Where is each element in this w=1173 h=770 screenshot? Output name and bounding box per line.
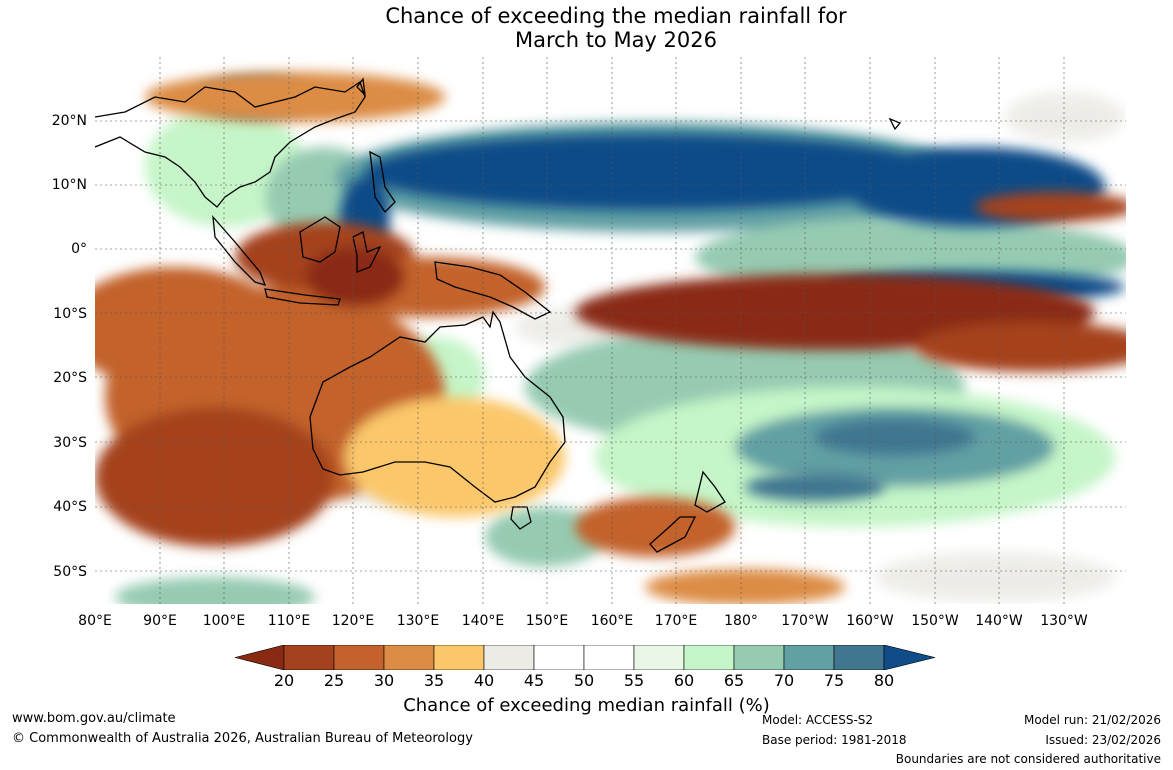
lon-label-150w: 150°W xyxy=(911,613,959,629)
website-link[interactable]: www.bom.gov.au/climate xyxy=(12,711,176,726)
legend-arrow-low xyxy=(234,645,285,670)
lon-label-170e: 170°E xyxy=(654,613,698,629)
legend-swatch-40-45 xyxy=(483,645,535,670)
legend-swatch-55-60 xyxy=(633,645,685,670)
legend-tick-20: 20 xyxy=(273,671,295,690)
lon-label-120e: 120°E xyxy=(331,613,375,629)
lon-label-80e: 80°E xyxy=(78,613,112,629)
legend-swatch-30-35 xyxy=(383,645,435,670)
legend-tick-70: 70 xyxy=(773,671,795,690)
lon-label-140w: 140°W xyxy=(975,613,1023,629)
title-line-2: March to May 2026 xyxy=(515,28,717,52)
philippines-coastline xyxy=(369,150,396,214)
lon-label-180: 180° xyxy=(724,613,758,629)
lon-label-100e: 100°E xyxy=(202,613,246,629)
legend-tick-50: 50 xyxy=(573,671,595,690)
legend-tick-40: 40 xyxy=(473,671,495,690)
legend-tick-25: 25 xyxy=(323,671,345,690)
map-title: Chance of exceeding the median rainfall … xyxy=(0,4,1173,52)
legend-swatch-75-80 xyxy=(833,645,885,670)
lon-label-150e: 150°E xyxy=(525,613,569,629)
asia-coastline xyxy=(95,80,366,208)
lat-label-10s: 10°S xyxy=(53,306,87,322)
legend-swatch-65-70 xyxy=(733,645,785,670)
legend-swatch-50-55 xyxy=(583,645,635,670)
lat-label-0: 0° xyxy=(71,241,87,257)
lon-label-160e: 160°E xyxy=(590,613,634,629)
lon-label-130w: 130°W xyxy=(1040,613,1088,629)
legend-swatch-35-40 xyxy=(433,645,485,670)
lon-label-140e: 140°E xyxy=(461,613,505,629)
legend-swatch-45-50 xyxy=(533,645,585,670)
tasmania-coastline xyxy=(510,506,532,530)
legend-swatch-70-75 xyxy=(783,645,835,670)
lat-label-50s: 50°S xyxy=(53,564,87,580)
legend-title: Chance of exceeding median rainfall (%) xyxy=(403,695,770,716)
issued-date: Issued: 23/02/2026 xyxy=(1045,733,1161,747)
lat-label-40s: 40°S xyxy=(53,499,87,515)
model-name: Model: ACCESS-S2 xyxy=(762,713,874,727)
java-coastline xyxy=(264,288,341,306)
legend-colorbar xyxy=(234,645,936,670)
legend-tick-35: 35 xyxy=(423,671,445,690)
legend-tick-55: 55 xyxy=(623,671,645,690)
legend-tick-30: 30 xyxy=(373,671,395,690)
legend-swatch-60-65 xyxy=(683,645,735,670)
legend-tick-80: 80 xyxy=(873,671,895,690)
legend-tick-75: 75 xyxy=(823,671,845,690)
new-guinea-coastline xyxy=(434,261,552,320)
sumatra-coastline xyxy=(212,215,267,287)
legend-tick-60: 60 xyxy=(673,671,695,690)
lat-label-30s: 30°S xyxy=(53,435,87,451)
base-period: Base period: 1981-2018 xyxy=(762,733,907,747)
legend-swatch-25-30 xyxy=(333,645,385,670)
lat-label-20n: 20°N xyxy=(51,113,87,129)
rainfall-map xyxy=(95,57,1126,604)
title-line-1: Chance of exceeding the median rainfall … xyxy=(385,4,847,28)
boundaries-disclaimer: Boundaries are not considered authoritat… xyxy=(895,752,1161,766)
model-run-date: Model run: 21/02/2026 xyxy=(1023,713,1161,727)
lat-label-20s: 20°S xyxy=(53,370,87,386)
legend-swatch-20-25 xyxy=(283,645,335,670)
lon-label-90e: 90°E xyxy=(143,613,177,629)
copyright-text: © Commonwealth of Australia 2026, Austra… xyxy=(12,731,473,746)
lon-label-130e: 130°E xyxy=(396,613,440,629)
borneo-coastline xyxy=(299,216,341,263)
lon-label-110e: 110°E xyxy=(267,613,311,629)
lat-label-10n: 10°N xyxy=(51,177,87,193)
legend-tick-45: 45 xyxy=(523,671,545,690)
lon-label-170w: 170°W xyxy=(781,613,829,629)
gridlines xyxy=(95,57,1126,604)
lon-label-160w: 160°W xyxy=(846,613,894,629)
taiwan-coastline xyxy=(356,77,366,97)
legend-tick-65: 65 xyxy=(723,671,745,690)
legend-arrow-high xyxy=(883,645,936,670)
sulawesi-coastline xyxy=(352,231,382,273)
